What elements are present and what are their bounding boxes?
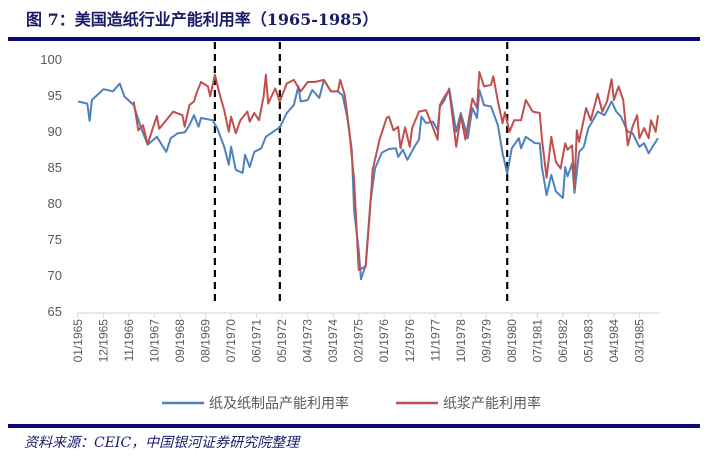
x-tick-label: 12/1976 bbox=[403, 319, 417, 363]
x-tick-label: 07/1981 bbox=[530, 319, 544, 363]
x-tick-label: 03/1985 bbox=[632, 319, 646, 363]
x-tick-label: 04/1984 bbox=[607, 319, 621, 363]
x-tick-label: 09/1968 bbox=[173, 319, 187, 363]
x-tick-label: 10/1967 bbox=[148, 319, 162, 363]
source-note: 资料来源：CEIC，中国银河证券研究院整理 bbox=[24, 435, 300, 451]
x-tick-label: 12/1965 bbox=[97, 319, 111, 363]
x-tick-label: 11/1966 bbox=[122, 319, 136, 362]
x-tick-label: 08/1980 bbox=[505, 319, 519, 363]
series-lines bbox=[77, 71, 659, 281]
vertical-markers bbox=[213, 42, 509, 305]
series-line-pulp bbox=[132, 71, 659, 271]
legend: 纸及纸制品产能利用率 纸浆产能利用率 bbox=[162, 395, 541, 412]
x-tick-label: 07/1970 bbox=[224, 319, 238, 363]
x-tick-label: 02/1975 bbox=[352, 319, 366, 363]
figure-title: 图 7：美国造纸行业产能利用率（1965-1985） bbox=[26, 10, 379, 29]
x-tick-label: 03/1974 bbox=[326, 319, 340, 363]
x-tick-label: 05/1983 bbox=[581, 319, 595, 363]
header-divider bbox=[8, 37, 700, 41]
x-tick-label: 04/1973 bbox=[301, 319, 315, 363]
x-tick-label: 01/1965 bbox=[71, 319, 85, 363]
x-tick-label: 05/1972 bbox=[275, 319, 289, 363]
legend-label-pulp: 纸浆产能利用率 bbox=[443, 395, 541, 412]
y-axis: 65 70 75 80 85 90 95 100 bbox=[40, 52, 62, 319]
y-tick-label: 90 bbox=[48, 124, 62, 139]
footer-divider bbox=[8, 424, 700, 428]
series-line-paper-products bbox=[77, 78, 659, 281]
y-tick-label: 75 bbox=[48, 232, 62, 247]
x-tick-label: 06/1982 bbox=[556, 319, 570, 363]
legend-label-paper: 纸及纸制品产能利用率 bbox=[209, 395, 349, 412]
y-tick-label: 100 bbox=[40, 52, 62, 67]
x-axis: 01/1965 12/1965 11/1966 10/1967 09/1968 08/19… bbox=[71, 312, 660, 363]
x-tick-label: 06/1971 bbox=[250, 319, 264, 363]
x-tick-label: 09/1979 bbox=[479, 319, 493, 363]
y-tick-label: 70 bbox=[48, 268, 62, 283]
y-tick-label: 95 bbox=[48, 88, 62, 103]
x-tick-label: 11/1977 bbox=[428, 319, 442, 362]
y-tick-label: 85 bbox=[48, 160, 62, 175]
y-tick-label: 80 bbox=[48, 196, 62, 211]
x-tick-label: 08/1969 bbox=[199, 319, 213, 363]
x-tick-label: 01/1976 bbox=[377, 319, 391, 363]
x-tick-label: 10/1978 bbox=[454, 319, 468, 363]
y-tick-label: 65 bbox=[48, 304, 62, 319]
